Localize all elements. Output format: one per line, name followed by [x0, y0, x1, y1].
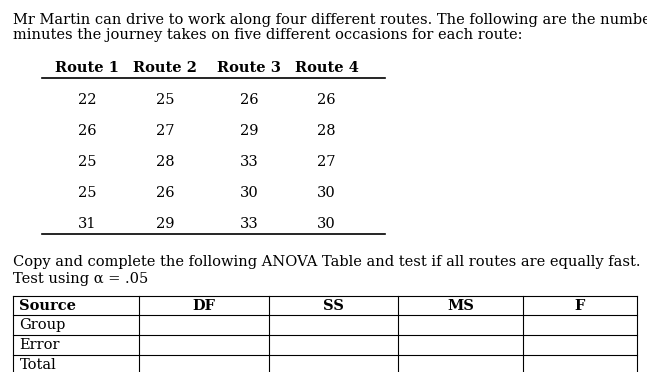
Text: Total: Total: [19, 358, 56, 372]
Text: 31: 31: [78, 217, 96, 231]
Text: Route 4: Route 4: [295, 61, 358, 76]
Text: Route 1: Route 1: [56, 61, 119, 76]
Text: 25: 25: [78, 155, 96, 169]
Text: 25: 25: [78, 186, 96, 200]
Text: 26: 26: [78, 124, 96, 138]
Text: SS: SS: [323, 299, 344, 312]
Text: 28: 28: [318, 124, 336, 138]
Text: 22: 22: [78, 93, 96, 107]
Text: 30: 30: [240, 186, 258, 200]
Text: Test using α = .05: Test using α = .05: [13, 272, 148, 286]
Text: 26: 26: [240, 93, 258, 107]
Text: 26: 26: [318, 93, 336, 107]
Text: Route 2: Route 2: [133, 61, 197, 76]
Text: Source: Source: [19, 299, 76, 312]
Text: MS: MS: [447, 299, 474, 312]
Text: 33: 33: [240, 155, 258, 169]
Text: 30: 30: [318, 217, 336, 231]
Text: DF: DF: [192, 299, 215, 312]
Text: 28: 28: [156, 155, 174, 169]
Text: F: F: [575, 299, 586, 312]
Text: Mr Martin can drive to work along four different routes. The following are the n: Mr Martin can drive to work along four d…: [13, 13, 647, 27]
Text: 27: 27: [318, 155, 336, 169]
Text: 29: 29: [240, 124, 258, 138]
Text: Error: Error: [19, 338, 60, 352]
Text: Group: Group: [19, 318, 66, 332]
Text: 26: 26: [156, 186, 174, 200]
Text: minutes the journey takes on five different occasions for each route:: minutes the journey takes on five differ…: [13, 28, 522, 42]
Text: Copy and complete the following ANOVA Table and test if all routes are equally f: Copy and complete the following ANOVA Ta…: [13, 255, 641, 269]
Text: Route 3: Route 3: [217, 61, 281, 76]
Text: 29: 29: [156, 217, 174, 231]
Text: 25: 25: [156, 93, 174, 107]
Text: 30: 30: [318, 186, 336, 200]
Text: 33: 33: [240, 217, 258, 231]
Text: 27: 27: [156, 124, 174, 138]
